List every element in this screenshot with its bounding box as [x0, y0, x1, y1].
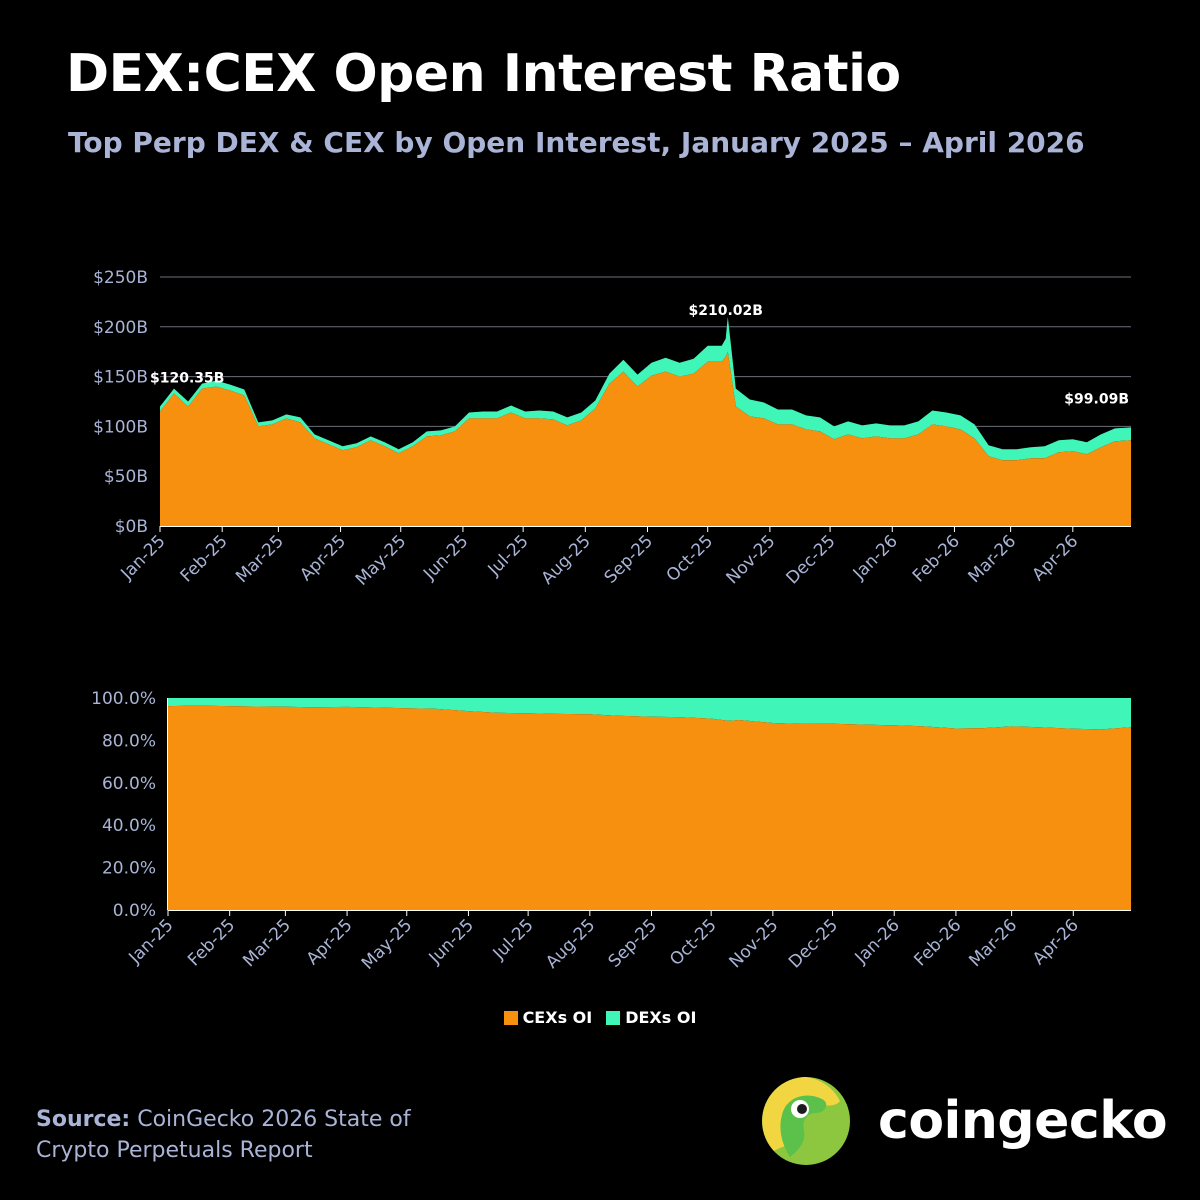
x-tick-label: Jan-25 — [125, 915, 178, 968]
cex-oi-area — [168, 705, 1131, 910]
x-tick-label: Apr-26 — [1029, 531, 1083, 585]
x-tick-label: Jun-25 — [425, 915, 478, 968]
gecko-logo-icon — [762, 1077, 850, 1165]
x-tick-label: Sep-25 — [601, 531, 657, 587]
y-tick-label: 100.0% — [91, 689, 156, 709]
x-tick-label: Oct-25 — [666, 915, 721, 970]
y-tick-label: $150B — [93, 368, 148, 388]
x-tick-label: Jul-25 — [484, 531, 533, 580]
legend-swatch-dex — [606, 1010, 621, 1025]
dex-oi-area — [168, 698, 1131, 730]
legend: CEXs OI DEXs OI — [0, 1008, 1200, 1027]
x-tick-label: May-25 — [358, 915, 416, 973]
legend-label-cex: CEXs OI — [522, 1008, 593, 1027]
y-tick-label: $100B — [93, 417, 148, 437]
source-text: CoinGecko 2026 State of Crypto Perpetual… — [36, 1107, 411, 1163]
x-tick-label: Oct-25 — [663, 531, 718, 586]
x-tick-label: Nov-25 — [725, 915, 782, 972]
x-tick-label: Mar-26 — [965, 915, 1021, 971]
x-tick-label: Apr-26 — [1029, 915, 1083, 969]
chart-title: DEX:CEX Open Interest Ratio — [66, 44, 901, 104]
y-tick-label: 80.0% — [102, 731, 156, 751]
x-tick-label: Dec-25 — [785, 915, 842, 972]
x-tick-label: Mar-25 — [239, 915, 295, 971]
x-tick-label: Jun-25 — [419, 531, 472, 584]
chart-subtitle: Top Perp DEX & CEX by Open Interest, Jan… — [68, 126, 1085, 159]
x-tick-label: Nov-25 — [722, 531, 779, 588]
y-tick-label: $50B — [104, 467, 148, 487]
source-label: Source: — [36, 1107, 131, 1132]
x-tick-label: Mar-26 — [964, 531, 1020, 587]
y-tick-label: 40.0% — [102, 816, 156, 836]
x-tick-label: Mar-25 — [232, 531, 288, 587]
x-tick-label: Apr-25 — [303, 915, 357, 969]
source-note: Source: CoinGecko 2026 State of Crypto P… — [36, 1104, 456, 1166]
y-tick-label: $0B — [115, 517, 148, 537]
x-tick-label: Jul-25 — [489, 915, 538, 964]
legend-label-dex: DEXs OI — [625, 1008, 697, 1027]
x-tick-label: Aug-25 — [538, 531, 595, 588]
y-tick-label: $250B — [93, 268, 148, 288]
cex-oi-area — [160, 351, 1131, 526]
x-tick-label: Jan-26 — [851, 915, 904, 968]
x-tick-label: Feb-26 — [910, 915, 965, 970]
y-tick-label: $200B — [93, 318, 148, 338]
x-tick-label: Apr-25 — [296, 531, 350, 585]
x-tick-label: Dec-25 — [783, 531, 840, 588]
legend-swatch-cex — [503, 1010, 518, 1025]
x-tick-label: Feb-25 — [184, 915, 239, 970]
x-tick-label: Feb-26 — [909, 531, 964, 586]
x-tick-label: Sep-25 — [605, 915, 661, 971]
y-tick-label: 20.0% — [102, 859, 156, 879]
coingecko-brand[interactable]: coingecko — [760, 1075, 1168, 1167]
data-label: $120.35B — [150, 370, 224, 386]
brand-name: coingecko — [878, 1091, 1168, 1151]
data-label: $99.09B — [1064, 391, 1129, 407]
x-tick-label: Aug-25 — [542, 915, 599, 972]
legend-item-dex[interactable]: DEXs OI — [606, 1008, 696, 1027]
y-tick-label: 60.0% — [102, 774, 156, 794]
x-tick-label: Feb-25 — [177, 531, 232, 586]
x-tick-label: May-25 — [352, 531, 410, 589]
data-label: $210.02B — [689, 303, 763, 319]
y-tick-label: 0.0% — [113, 901, 156, 921]
x-tick-label: Jan-25 — [117, 531, 170, 584]
oi-share-chart: 0.0%20.0%40.0%60.0%80.0%100.0%Jan-25 Feb-… — [91, 689, 1131, 974]
x-tick-label: Jan-26 — [849, 531, 902, 584]
legend-item-cex[interactable]: CEXs OI — [503, 1008, 593, 1027]
